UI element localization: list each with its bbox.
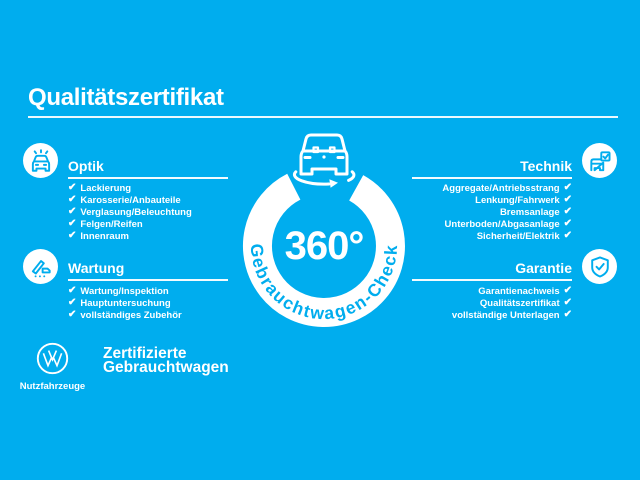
check-icon: ✔	[563, 206, 572, 217]
item-label: vollständiges Zubehör	[80, 309, 182, 321]
list-item: ✔ Hauptuntersuchung	[68, 297, 238, 309]
claim-line-2: Gebrauchtwagen	[103, 358, 229, 376]
item-label: Garantienachweis	[478, 285, 560, 297]
item-label: Unterboden/Abgasanlage	[444, 218, 560, 230]
garantie-checklist: Garantienachweis ✔ Qualitätszertifikat ✔ v…	[402, 285, 572, 321]
check-icon: ✔	[563, 218, 572, 229]
inspection-checklist-icon-art	[31, 259, 51, 277]
check-icon: ✔	[68, 194, 77, 205]
list-item: ✔ Verglasung/Beleuchtung	[68, 206, 238, 218]
check-icon: ✔	[563, 194, 572, 205]
360-check-graphic: Gebrauchtwagen-Check 360°	[242, 133, 405, 327]
list-item: ✔ Karosserie/Anbauteile	[68, 194, 238, 206]
footer-claim: Zertifizierte Gebrauchtwagen	[103, 345, 229, 376]
check-icon: ✔	[563, 230, 572, 241]
check-icon: ✔	[563, 285, 572, 296]
check-icon: ✔	[68, 230, 77, 241]
item-label: Felgen/Reifen	[80, 218, 143, 230]
list-item: ✔ vollständiges Zubehör	[68, 309, 238, 321]
car-checkbox-icon	[582, 143, 617, 178]
claim-line-1: Zertifizierte	[103, 345, 187, 362]
shield-check-icon	[582, 249, 617, 284]
list-item: Garantienachweis ✔	[402, 285, 572, 297]
list-item: ✔ Innenraum	[68, 230, 238, 242]
list-item: Sicherheit/Elektrik ✔	[402, 230, 572, 242]
item-label: Bremsanlage	[499, 206, 560, 218]
list-item: Unterboden/Abgasanlage ✔	[402, 218, 572, 230]
check-icon: ✔	[68, 182, 77, 193]
shiny-car-icon	[23, 143, 58, 178]
item-label: Wartung/Inspektion	[80, 285, 169, 297]
item-label: Verglasung/Beleuchtung	[80, 206, 192, 218]
wartung-checklist: ✔ Wartung/Inspektion ✔ Hauptuntersuchung ✔…	[68, 285, 238, 321]
list-item: Qualitätszertifikat ✔	[402, 297, 572, 309]
page-title: Qualitätszertifikat	[28, 84, 224, 111]
check-icon: ✔	[563, 297, 572, 308]
list-item: ✔ Lackierung	[68, 182, 238, 194]
inspection-checklist-icon	[23, 249, 58, 284]
list-item: Aggregate/Antriebsstrang ✔	[402, 182, 572, 194]
vw-logo	[36, 342, 69, 375]
item-label: Innenraum	[80, 230, 129, 242]
check-icon: ✔	[68, 297, 77, 308]
shield-check-icon-art	[590, 255, 609, 278]
section-heading-wartung: Wartung	[68, 260, 228, 281]
shiny-car-icon-art	[31, 148, 50, 172]
check-icon: ✔	[563, 309, 572, 320]
check-icon: ✔	[68, 285, 77, 296]
item-label: Aggregate/Antriebsstrang	[442, 182, 560, 194]
check-icon: ✔	[563, 182, 572, 193]
title-underline	[28, 116, 618, 118]
car-360-icon	[292, 133, 356, 188]
item-label: Karosserie/Anbauteile	[80, 194, 181, 206]
technik-checklist: Aggregate/Antriebsstrang ✔ Lenkung/Fahrwe…	[402, 182, 572, 242]
list-item: ✔ Felgen/Reifen	[68, 218, 238, 230]
item-label: Lackierung	[80, 182, 132, 194]
item-label: Sicherheit/Elektrik	[476, 230, 560, 242]
car-checkbox-icon-art	[589, 150, 611, 171]
item-label: Hauptuntersuchung	[80, 297, 171, 309]
list-item: ✔ Wartung/Inspektion	[68, 285, 238, 297]
item-label: vollständige Unterlagen	[451, 309, 560, 321]
item-label: Qualitätszertifikat	[479, 297, 560, 309]
brand-sub-label: Nutzfahrzeuge	[19, 381, 86, 392]
ring-arc	[242, 173, 405, 327]
section-heading-garantie: Garantie	[412, 260, 572, 281]
optik-checklist: ✔ Lackierung ✔ Karosserie/Anbauteile ✔ Verg…	[68, 182, 238, 242]
list-item: vollständige Unterlagen ✔	[402, 309, 572, 321]
list-item: Lenkung/Fahrwerk ✔	[402, 194, 572, 206]
section-heading-technik: Technik	[412, 158, 572, 179]
list-item: Bremsanlage ✔	[402, 206, 572, 218]
item-label: Lenkung/Fahrwerk	[475, 194, 560, 206]
check-icon: ✔	[68, 206, 77, 217]
check-icon: ✔	[68, 218, 77, 229]
degree-label: 360°	[285, 224, 364, 268]
section-heading-optik: Optik	[68, 158, 228, 179]
check-icon: ✔	[68, 309, 77, 320]
